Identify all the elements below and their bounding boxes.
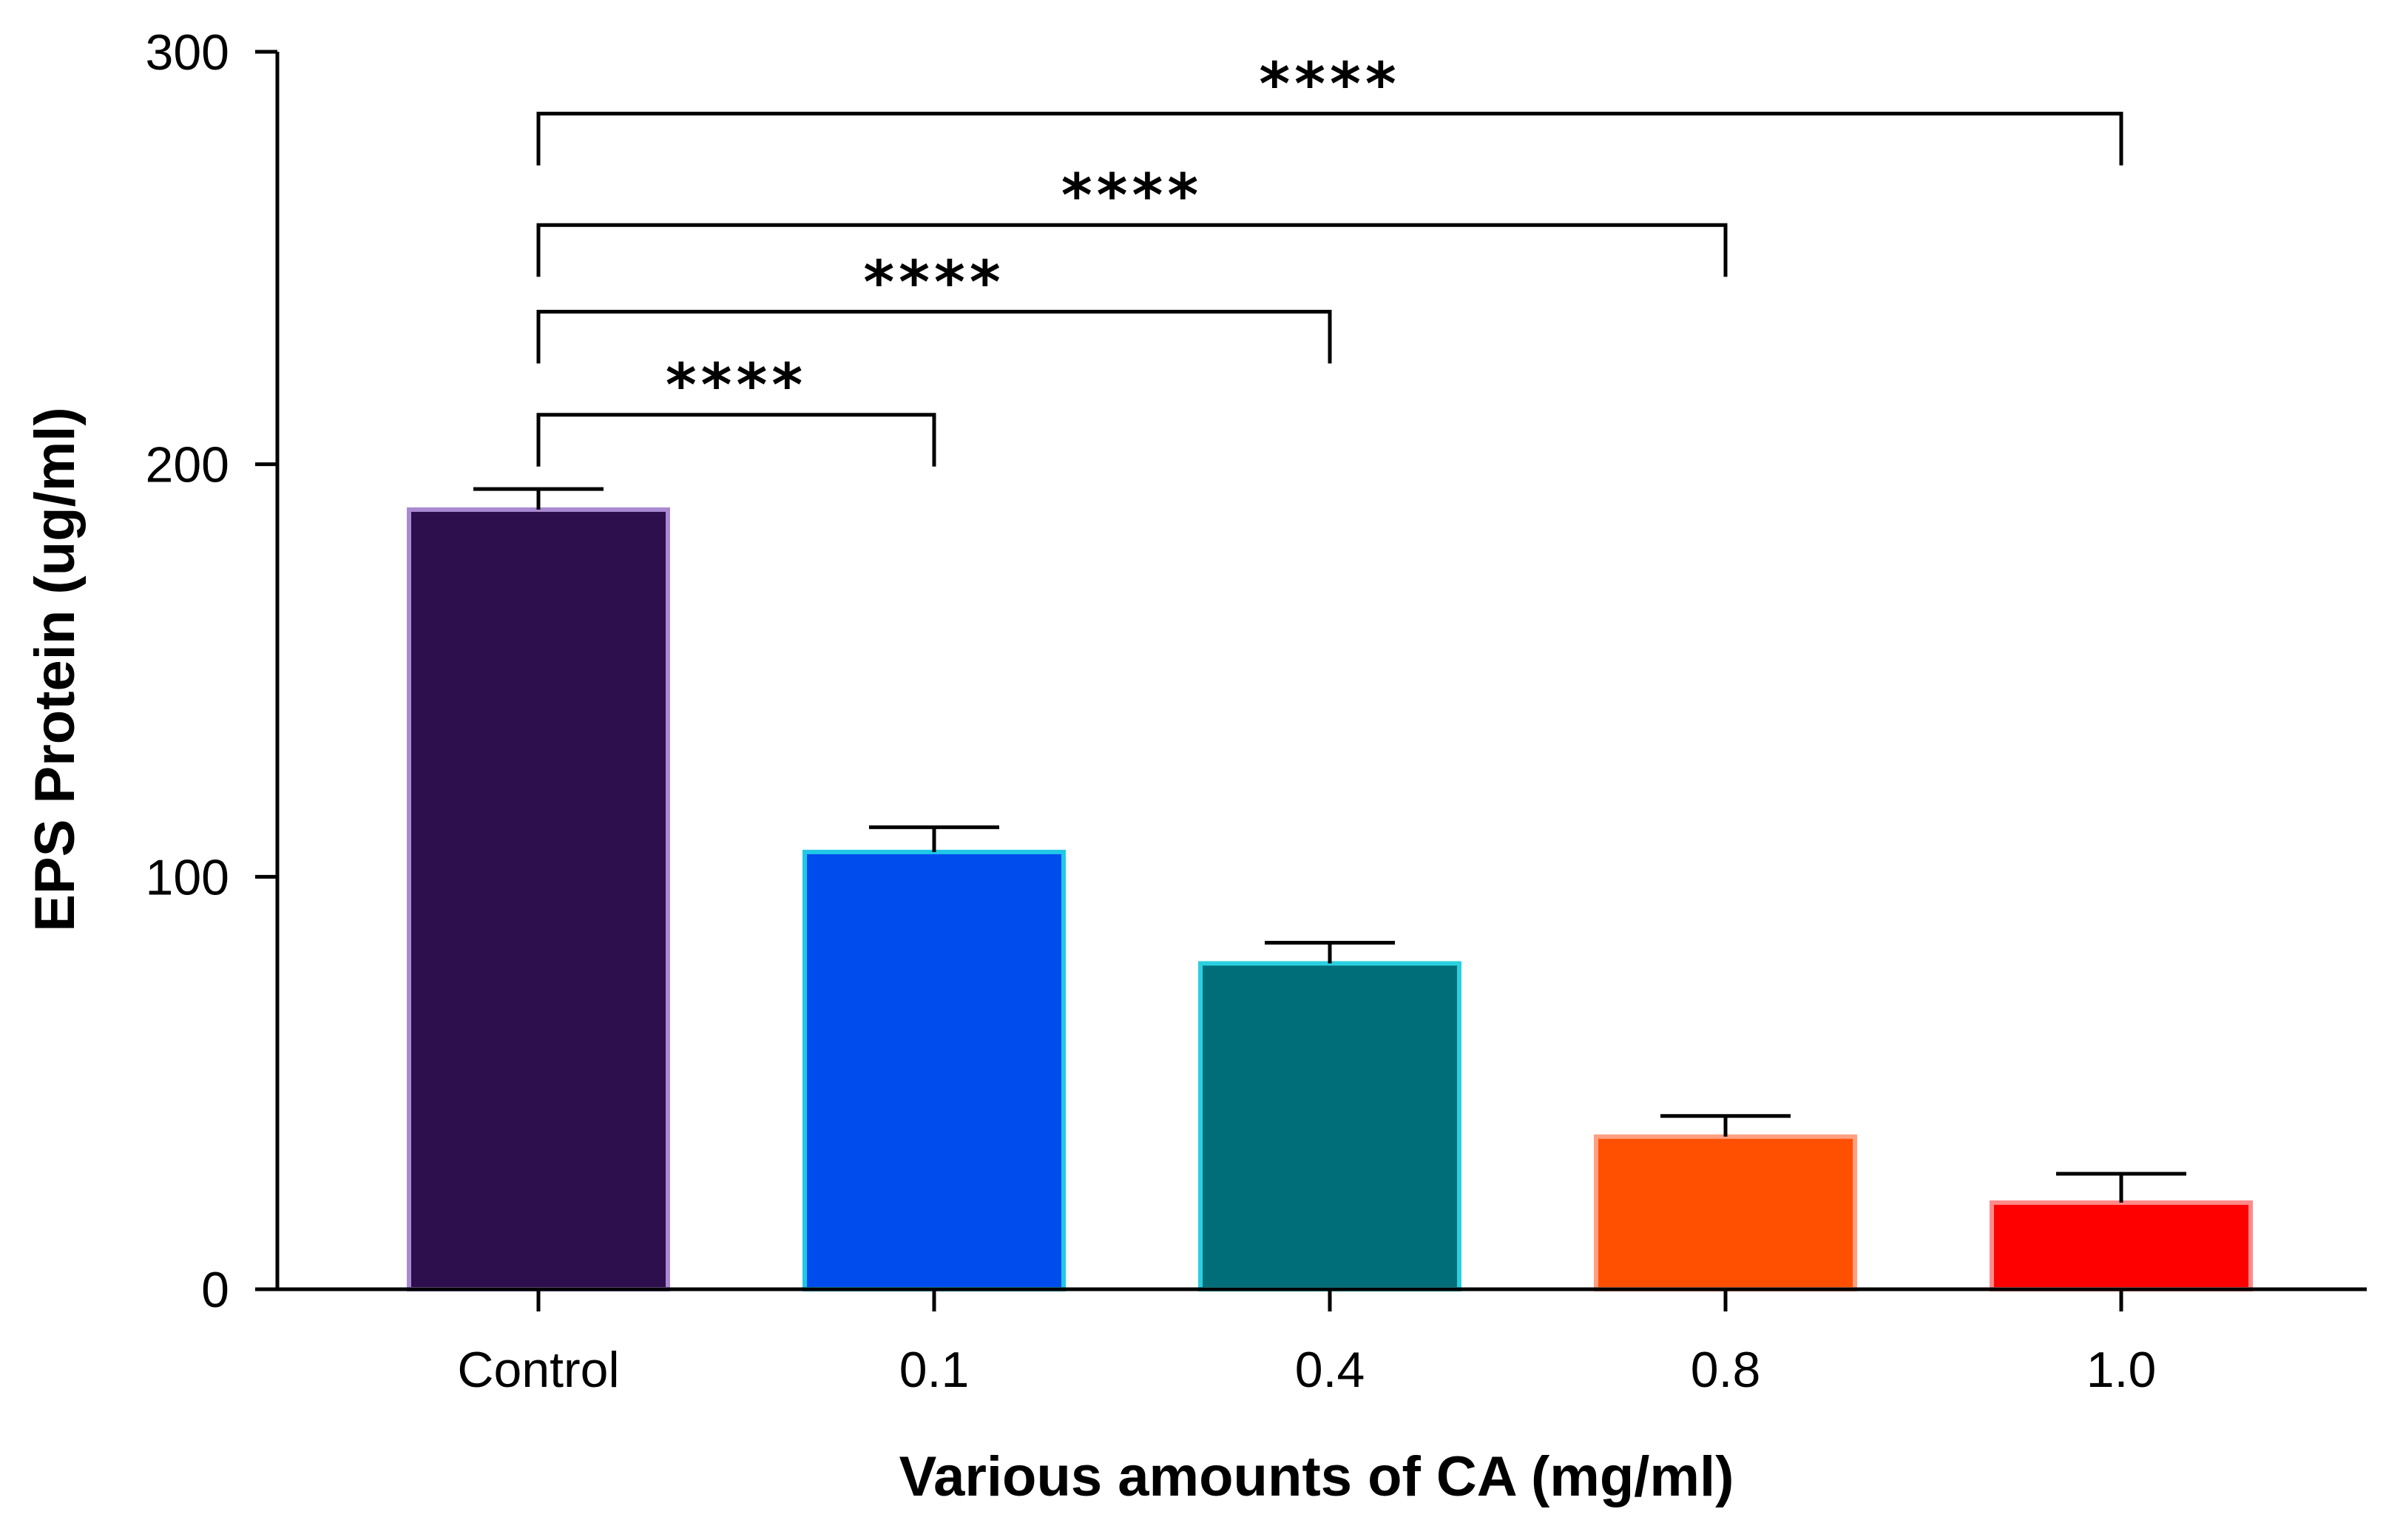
significance-label: ****	[1259, 50, 1400, 119]
bar	[1594, 1134, 1857, 1291]
x-tick-label: 0.4	[1295, 1342, 1365, 1398]
plot-area: **** **** **** ****	[407, 50, 2253, 1292]
x-axis-title: Various amounts of CA (mg/ml)	[899, 1445, 1734, 1508]
y-tick-label: 300	[146, 24, 229, 81]
significance-bracket	[536, 413, 936, 467]
significance-bracket	[536, 112, 2123, 166]
significance-bracket	[536, 309, 1332, 364]
bar	[407, 507, 670, 1291]
axes: 0 100 200 300 Control 0.1 0.4 0.8 1.0	[146, 24, 2367, 1398]
significance-bracket	[536, 223, 1728, 277]
significance-label: ****	[863, 248, 1004, 317]
y-axis-title: EPS Protein (ug/ml)	[24, 407, 87, 931]
x-tick-label: Control	[457, 1342, 619, 1398]
bar	[1990, 1200, 2253, 1292]
y-tick-label: 200	[146, 437, 229, 493]
y-tick-label: 0	[201, 1262, 229, 1318]
y-tick-label: 100	[146, 849, 229, 905]
bar	[802, 849, 1066, 1291]
x-tick-label: 1.0	[2086, 1342, 2157, 1398]
significance-label: ****	[666, 351, 807, 420]
x-tick-label: 0.8	[1691, 1342, 1761, 1398]
significance-label: ****	[1061, 161, 1203, 230]
bar	[1198, 961, 1461, 1292]
x-tick-label: 0.1	[899, 1342, 970, 1398]
